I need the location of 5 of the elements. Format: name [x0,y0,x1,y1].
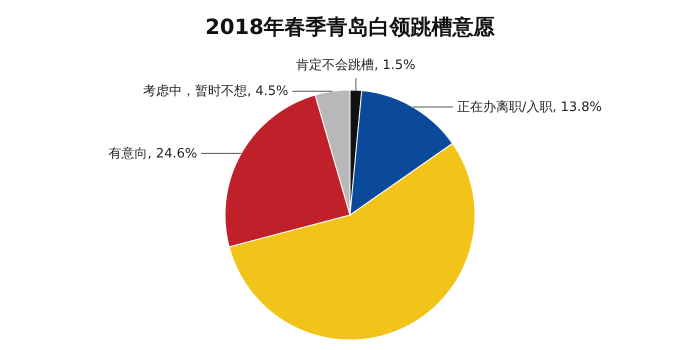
chart-title: 2018年春季青岛白领跳槽意愿 [205,15,496,39]
slice-label: 有意向, 24.6% [108,146,198,162]
slice-label: 正在办离职/入职, 13.8% [456,99,602,116]
slice-label: 考虑中，暂时不想, 4.5% [143,84,288,100]
slice-label: 肯定不会跳槽, 1.5% [296,58,416,74]
